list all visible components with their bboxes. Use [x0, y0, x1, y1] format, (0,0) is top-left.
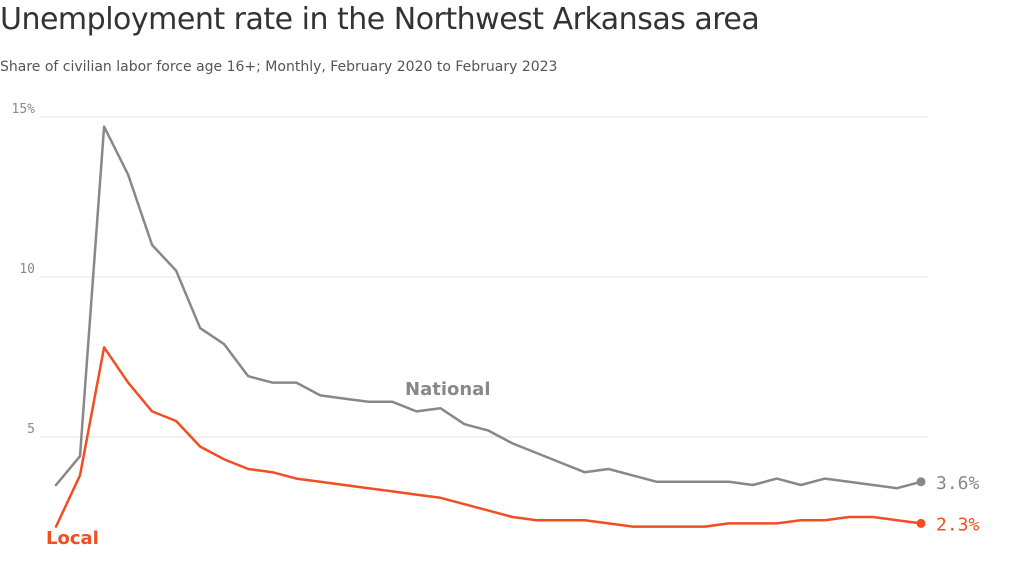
series-labels: 3.6% National 2.3% Local [46, 379, 980, 549]
national-end-value-label: 3.6% [936, 473, 980, 494]
gridlines [40, 116, 928, 438]
chart-subtitle: Share of civilian labor force age 16+; M… [0, 59, 558, 75]
y-axis-ticks: 15% 10 5 [12, 102, 36, 437]
y-tick-label-15: 15% [12, 102, 36, 117]
series-lines [54, 125, 926, 528]
local-end-point [916, 518, 926, 528]
local-series-line [54, 346, 923, 528]
chart-title: Unemployment rate in the Northwest Arkan… [0, 2, 760, 37]
y-tick-label-5: 5 [27, 422, 35, 437]
national-series-label: National [405, 379, 490, 400]
national-end-point [916, 477, 926, 487]
national-series-line [54, 125, 923, 490]
y-tick-label-10: 10 [19, 262, 35, 277]
local-series-label: Local [46, 528, 99, 549]
local-end-value-label: 2.3% [936, 514, 980, 535]
